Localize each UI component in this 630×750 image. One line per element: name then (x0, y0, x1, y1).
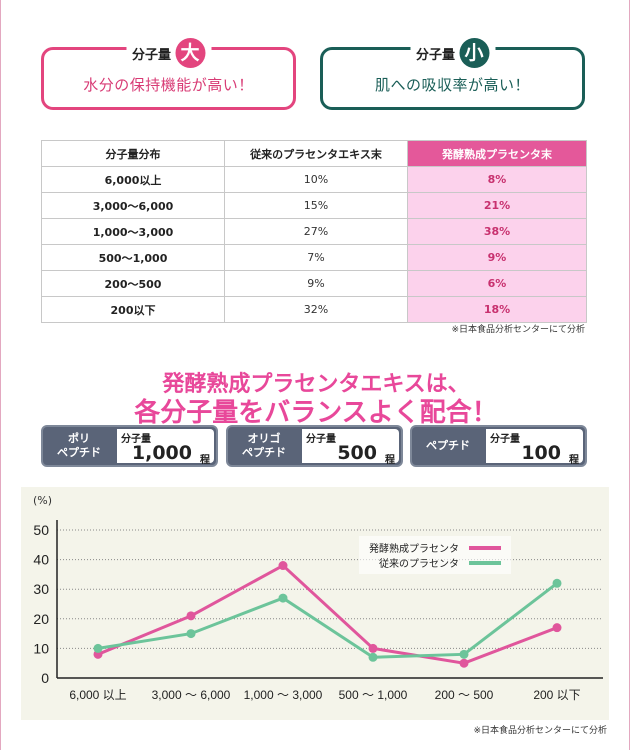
feature-header: 分子量 小 (409, 38, 496, 68)
data-point (186, 629, 196, 639)
feature-box-small: 分子量 小 肌への吸収率が高い！ (320, 38, 585, 110)
chip-name: オリゴ ペプチド (228, 427, 300, 465)
table-row: 6,000以上 10% 8% (41, 166, 587, 193)
cell-conventional: 10% (224, 166, 408, 193)
cell-conventional: 15% (224, 192, 408, 219)
cell-fermented: 18% (407, 296, 587, 323)
chip-sub-label: 分子量 (490, 434, 520, 445)
molecular-distribution-table: 分子量分布 従来のプラセンタエキス末 発酵熟成プラセンタ末 6,000以上 10… (41, 140, 587, 323)
chip-name-line-2: ペプチド (57, 446, 101, 459)
table-header-row: 分子量分布 従来のプラセンタエキス末 発酵熟成プラセンタ末 (41, 140, 587, 167)
header-conventional: 従来のプラセンタエキス末 (224, 140, 408, 167)
y-tick-label: 50 (33, 522, 49, 538)
chip-value: 500 (337, 442, 377, 464)
y-tick-label: 40 (33, 552, 49, 568)
data-point (278, 593, 288, 603)
data-point (93, 643, 103, 653)
feature-text: 肌への吸収率が高い！ (374, 76, 530, 94)
data-point (459, 658, 469, 668)
x-tick-label: 3,000 ～ 6,000 (152, 688, 231, 702)
legend-box (359, 536, 511, 574)
cell-fermented: 38% (407, 218, 587, 245)
chip-value: 1,000 (131, 442, 192, 464)
y-tick-label: 20 (33, 611, 49, 627)
header-fermented: 発酵熟成プラセンタ末 (407, 140, 587, 167)
x-tick-label: 200 ～ 500 (435, 688, 494, 702)
cell-fermented: 21% (407, 192, 587, 219)
table-row: 500～1,000 7% 9% (41, 244, 587, 271)
chip-peptide: ペプチド 分子量 100 程 (410, 425, 587, 467)
cell-range: 3,000～6,000 (41, 192, 225, 219)
legend-label: 発酵熟成プラセンタ (369, 542, 459, 555)
chip-sub-label: 分子量 (306, 434, 336, 445)
y-tick-label: 10 (33, 640, 49, 656)
data-point (368, 652, 378, 662)
header-distribution: 分子量分布 (41, 140, 225, 167)
table-row: 3,000～6,000 15% 21% (41, 192, 587, 219)
data-point (552, 623, 562, 633)
chip-name: ペプチド (412, 427, 484, 465)
y-tick-label: 30 (33, 581, 49, 597)
chip-unit: 程 (385, 455, 395, 466)
chart-ticks: 0 10 20 30 40 50 6,000 以上 3,000 ～ 6,000 1,000 ～ … (33, 522, 580, 702)
chip-unit: 程 (200, 455, 210, 466)
chart-axes (56, 520, 603, 679)
feature-text: 水分の保持機能が高い！ (83, 76, 254, 94)
table-row: 200以下 32% 18% (41, 296, 587, 323)
data-point (459, 649, 469, 659)
chip-name-line-1: オリゴ (247, 432, 281, 445)
x-tick-label: 200 以下 (533, 688, 580, 702)
chip-value-box: 分子量 1,000 程 (117, 429, 214, 466)
chip-oligopeptide: オリゴ ペプチド 分子量 500 程 (226, 425, 403, 467)
chip-sub-label: 分子量 (121, 434, 151, 445)
feature-header: 分子量 大 (125, 38, 212, 68)
headline-line-2: 各分子量をバランスよく配合！ (134, 398, 498, 428)
headline-line-1: 発酵熟成プラセンタエキスは、 (162, 372, 470, 397)
y-tick-label: 0 (41, 670, 49, 686)
data-point (278, 561, 288, 571)
legend-label: 従来のプラセンタ (379, 557, 459, 570)
data-point (552, 578, 562, 588)
cell-fermented: 9% (407, 244, 587, 271)
size-badge-large: 大 (175, 38, 206, 68)
chip-value: 100 (521, 442, 561, 464)
size-badge-small: 小 (459, 38, 490, 68)
feature-label: 分子量 (131, 47, 172, 63)
cell-fermented: 6% (407, 270, 587, 297)
chip-unit: 程 (569, 455, 579, 466)
chart-grid (57, 529, 603, 649)
table-row: 1,000～3,000 27% 38% (41, 218, 587, 245)
data-point (186, 611, 196, 621)
x-tick-label: 6,000 以上 (69, 688, 126, 702)
table-note: ※日本食品分析センターにて分析 (451, 325, 585, 335)
series-line (97, 582, 558, 659)
chart-note: ※日本食品分析センターにて分析 (473, 726, 607, 736)
chip-value-box: 分子量 500 程 (302, 429, 399, 466)
feature-label: 分子量 (415, 47, 456, 63)
cell-fermented: 8% (407, 166, 587, 193)
chip-value-box: 分子量 100 程 (486, 429, 583, 466)
chip-name: ポリ ペプチド (43, 427, 115, 465)
x-tick-label: 500 ～ 1,000 (339, 688, 408, 702)
series-line (97, 563, 558, 665)
chip-name-line-1: ペプチド (426, 439, 470, 452)
chart-background (21, 487, 609, 720)
cell-range: 6,000以上 (41, 166, 225, 193)
cell-range: 200以下 (41, 296, 225, 323)
cell-conventional: 7% (224, 244, 408, 271)
data-point (368, 643, 378, 653)
y-axis-label: (%) (33, 494, 53, 507)
chip-name-line-2: ペプチド (242, 446, 286, 459)
x-tick-label: 1,000 ～ 3,000 (244, 688, 323, 702)
chart-series (93, 561, 562, 668)
chip-name-line-1: ポリ (68, 432, 90, 445)
chip-polypeptide: ポリ ペプチド 分子量 1,000 程 (41, 425, 218, 467)
cell-range: 500～1,000 (41, 244, 225, 271)
feature-box-large: 分子量 大 水分の保持機能が高い！ (41, 38, 296, 110)
